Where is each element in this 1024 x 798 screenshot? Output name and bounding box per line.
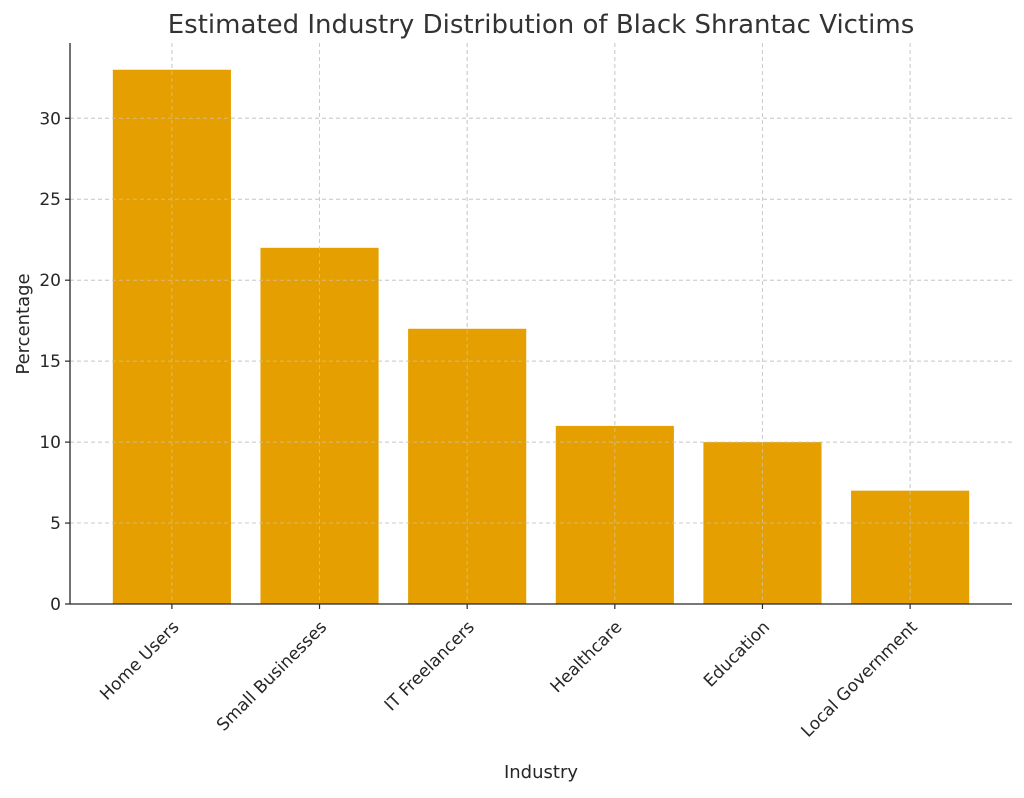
y-tick-label: 15 [39,352,61,372]
axes [69,43,1012,605]
x-tick-label: Healthcare [547,617,627,697]
x-tick-label: Home Users [96,617,183,704]
y-tick-label: 0 [50,595,61,615]
y-axis-label: Percentage [13,273,34,374]
x-axis-label: Industry [504,762,578,783]
bar-small-businesses [260,247,379,605]
y-tick-label: 20 [39,271,61,291]
chart-title: Estimated Industry Distribution of Black… [168,10,915,40]
y-tick-label: 30 [39,109,61,129]
y-ticks: 0 5 10 15 20 25 30 [39,109,70,615]
x-tick-label: Education [700,617,774,691]
x-tick-label: IT Freelancers [381,617,479,715]
x-tick-label: Small Businesses [213,617,331,735]
y-tick-label: 10 [39,433,61,453]
y-tick-label: 5 [50,514,61,534]
x-ticks: Home Users Small Businesses IT Freelancers… [96,604,922,741]
x-tick-label: Local Government [798,617,922,741]
bars [112,69,970,605]
y-tick-label: 25 [39,190,61,210]
